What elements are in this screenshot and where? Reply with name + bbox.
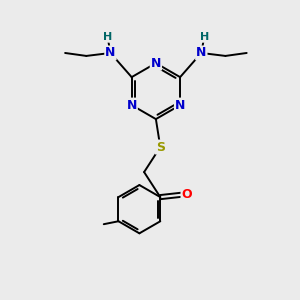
Text: H: H (200, 32, 209, 42)
Text: N: N (105, 46, 116, 59)
Text: N: N (151, 57, 161, 70)
Text: N: N (127, 99, 137, 112)
Text: N: N (175, 99, 185, 112)
Text: H: H (103, 32, 112, 42)
Text: N: N (196, 46, 206, 59)
Text: S: S (156, 141, 165, 154)
Text: O: O (182, 188, 192, 201)
